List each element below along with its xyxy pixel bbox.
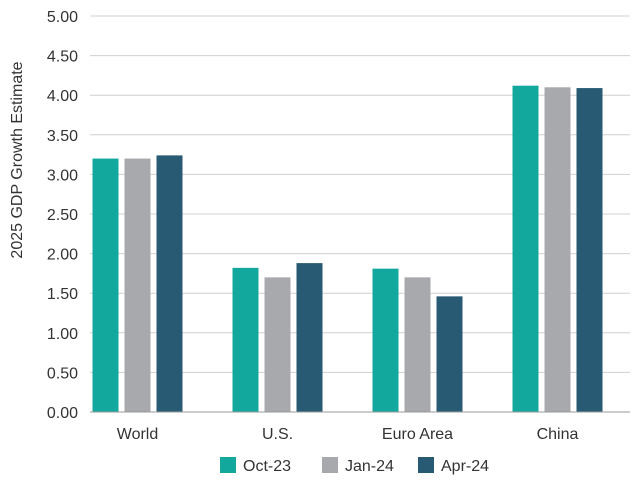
- legend-label: Jan-24: [345, 458, 394, 475]
- y-tick-label: 4.50: [47, 49, 78, 66]
- bar: [232, 267, 259, 412]
- x-tick-label: China: [537, 426, 579, 443]
- legend-swatch: [220, 457, 236, 473]
- y-axis-ticks: 0.00 0.50 1.00 1.50 2.00 2.50 3.00 3.50 4.00 4.50…: [47, 9, 78, 422]
- y-tick-label: 5.00: [47, 9, 78, 26]
- bar: [404, 277, 431, 412]
- x-tick-label: Euro Area: [382, 426, 453, 443]
- y-tick-label: 3.50: [47, 128, 78, 145]
- bar: [264, 277, 291, 412]
- y-axis-label: 2025 GDP Growth Estimate: [9, 61, 26, 258]
- bar: [156, 155, 183, 412]
- x-tick-label: World: [117, 426, 159, 443]
- bar: [512, 85, 539, 413]
- y-tick-label: 0.50: [47, 365, 78, 382]
- bar: [296, 263, 323, 412]
- bar: [124, 158, 151, 412]
- y-tick-label: 2.50: [47, 207, 78, 224]
- y-tick-label: 2.00: [47, 247, 78, 264]
- legend-swatch: [322, 457, 338, 473]
- legend-label: Oct-23: [243, 458, 291, 475]
- bar: [92, 158, 119, 412]
- bar: [576, 88, 603, 413]
- y-tick-label: 3.00: [47, 167, 78, 184]
- legend-label: Apr-24: [441, 458, 489, 475]
- y-tick-label: 0.00: [47, 405, 78, 422]
- bar: [436, 296, 463, 412]
- category-labels: World U.S. Euro Area China: [117, 426, 579, 443]
- y-tick-label: 1.00: [47, 326, 78, 343]
- bar: [544, 87, 571, 412]
- y-tick-label: 1.50: [47, 286, 78, 303]
- x-tick-label: U.S.: [262, 426, 293, 443]
- legend-swatch: [418, 457, 434, 473]
- legend: Oct-23 Jan-24 Apr-24: [220, 457, 489, 475]
- y-tick-label: 4.00: [47, 88, 78, 105]
- bar: [372, 268, 399, 412]
- bars: [92, 85, 603, 413]
